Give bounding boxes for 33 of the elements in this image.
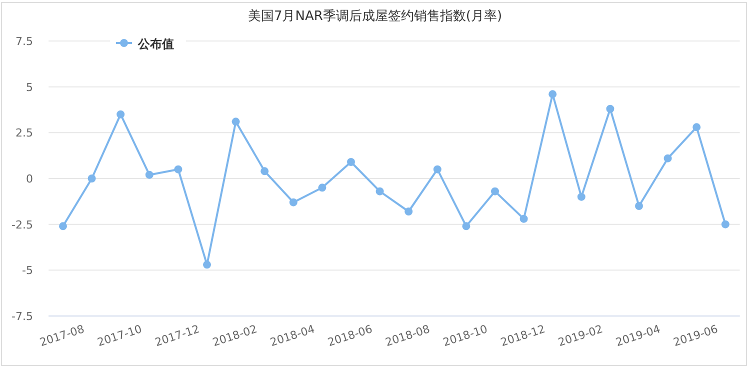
y-tick-label: -5: [22, 264, 33, 278]
y-tick-label: 5: [26, 80, 33, 94]
y-tick-label: -7.5: [12, 310, 33, 323]
point: [318, 184, 326, 192]
point: [491, 187, 499, 196]
point: [692, 123, 701, 132]
point: [59, 222, 67, 230]
legend-label: 公布值: [137, 37, 174, 51]
point: [606, 104, 614, 113]
point: [635, 202, 643, 210]
y-tick-label: 7.5: [16, 35, 33, 48]
point: [376, 187, 384, 196]
point: [289, 198, 298, 206]
point: [145, 170, 154, 179]
point: [548, 90, 557, 98]
point: [577, 192, 586, 201]
point: [520, 214, 528, 223]
point: [232, 118, 240, 126]
point: [88, 174, 96, 182]
point: [116, 110, 125, 118]
point: [347, 158, 355, 166]
point: [433, 165, 442, 174]
point: [260, 167, 269, 176]
chart-title: 美国7月NAR季调后成屋签约销售指数(月率): [248, 8, 502, 24]
y-tick-label: -2.5: [12, 218, 33, 232]
point: [664, 154, 672, 162]
point: [404, 208, 413, 216]
point: [203, 260, 211, 269]
point: [721, 220, 730, 228]
point: [174, 165, 182, 174]
y-tick-label: 2.5: [16, 126, 33, 140]
y-tick-label: 0: [26, 172, 33, 186]
point: [462, 222, 470, 230]
